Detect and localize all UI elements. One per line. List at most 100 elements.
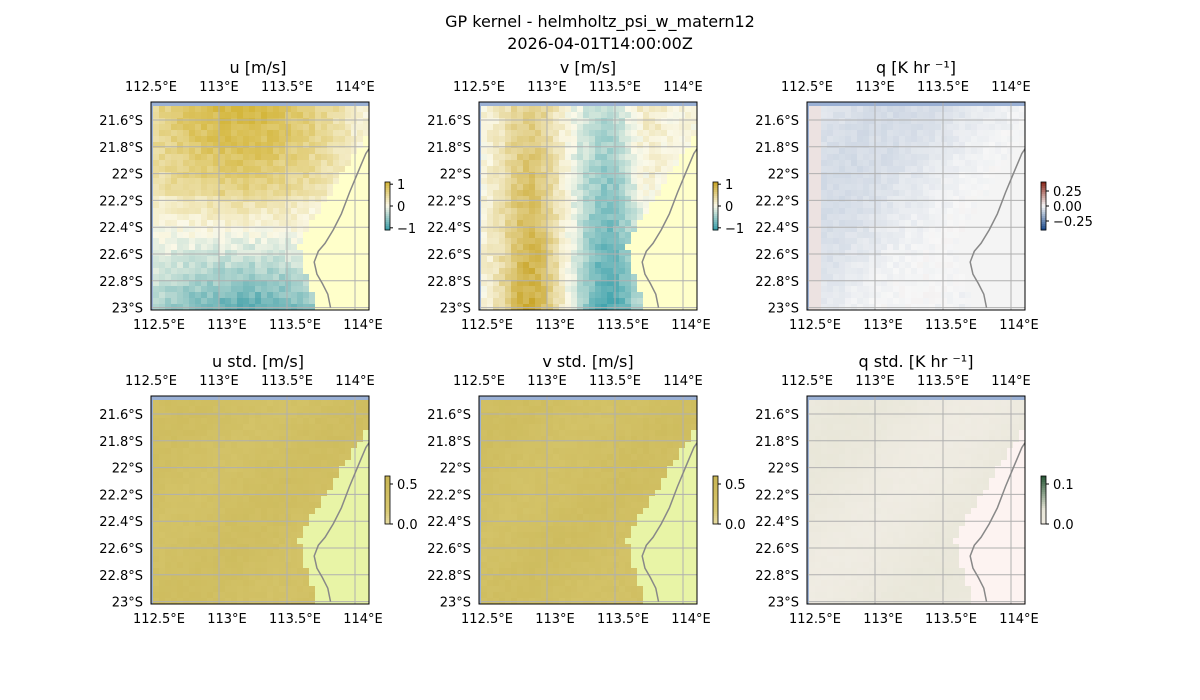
panel-5-field — [479, 396, 697, 604]
lat-tick-label: 22.8°S — [755, 275, 799, 290]
lon-tick-label-top: 113.5°E — [589, 374, 641, 389]
lon-tick-label-top: 112.5°E — [125, 374, 177, 389]
panel-1-field — [151, 102, 369, 310]
lon-tick-label-bottom: 112.5°E — [461, 612, 513, 627]
lon-tick-label-bottom: 112.5°E — [789, 318, 841, 333]
lon-tick-label-bottom: 113°E — [207, 318, 247, 333]
lat-tick-label: 22.8°S — [755, 569, 799, 584]
axes-frame — [806, 101, 1026, 311]
lat-tick-label: 22.4°S — [755, 221, 799, 236]
lon-tick-label-top: 114°E — [991, 374, 1031, 389]
lon-tick-label-top: 114°E — [663, 80, 703, 95]
colorbar: 0.1 0.0 — [1040, 475, 1074, 533]
lon-tick-label-bottom: 112.5°E — [133, 318, 185, 333]
coastline — [641, 441, 697, 602]
colorbar: 1 0 −1 — [384, 178, 416, 237]
lon-tick-label-bottom: 113.5°E — [597, 318, 649, 333]
lon-tick-label-bottom: 114°E — [343, 318, 383, 333]
lon-tick-label-bottom: 113.5°E — [269, 612, 321, 627]
lat-tick-label: 22.2°S — [427, 194, 471, 209]
colorbar-tick-label: 1 — [725, 178, 733, 193]
coastline — [641, 147, 697, 308]
lat-tick-label: 22.6°S — [427, 248, 471, 263]
colorbar-tick-label: 0.5 — [725, 478, 746, 493]
panel-title: u [m/s] — [229, 58, 286, 77]
lat-tick-label: 21.6°S — [99, 114, 143, 129]
panel-6-field — [807, 396, 1025, 604]
lon-tick-label-bottom: 113.5°E — [597, 612, 649, 627]
colorbar-tick-label: −0.25 — [1053, 215, 1093, 230]
panel-6: q std. [K hr ⁻¹] 112.5°E 112.5°E 113°E 113°E… — [755, 352, 1073, 627]
colorbar-tick-label: −1 — [725, 222, 744, 237]
panel-title: q std. [K hr ⁻¹] — [859, 352, 974, 371]
lat-tick-label: 22.4°S — [427, 221, 471, 236]
lon-tick-label-top: 114°E — [335, 374, 375, 389]
colorbar-tick-label: 0.00 — [1053, 200, 1082, 215]
lat-tick-label: 22°S — [768, 462, 799, 477]
panel-title: v std. [m/s] — [542, 352, 633, 371]
lon-tick-label-top: 112.5°E — [781, 374, 833, 389]
colorbar-tick-label: 0.0 — [1053, 518, 1074, 533]
lon-tick-label-top: 112.5°E — [453, 80, 505, 95]
lat-tick-label: 22.2°S — [755, 194, 799, 209]
colorbar: 0.5 0.0 — [712, 475, 746, 533]
lon-tick-label-bottom: 114°E — [671, 318, 711, 333]
lon-tick-label-top: 113°E — [855, 374, 895, 389]
lat-tick-label: 21.8°S — [99, 141, 143, 156]
lat-tick-label: 22.8°S — [99, 569, 143, 584]
lat-tick-label: 22°S — [440, 462, 471, 477]
lon-tick-label-top: 112.5°E — [453, 374, 505, 389]
lon-tick-label-top: 114°E — [335, 80, 375, 95]
lat-tick-label: 22°S — [112, 168, 143, 183]
lat-tick-label: 23°S — [768, 596, 799, 611]
lon-tick-label-bottom: 113°E — [207, 612, 247, 627]
lon-tick-label-top: 113°E — [855, 80, 895, 95]
lat-tick-label: 22.8°S — [427, 569, 471, 584]
colorbar-tick-label: 0.5 — [397, 478, 418, 493]
lat-tick-label: 22°S — [768, 168, 799, 183]
lat-tick-label: 22°S — [112, 462, 143, 477]
lon-tick-label-top: 113.5°E — [917, 80, 969, 95]
lon-tick-label-top: 113.5°E — [917, 374, 969, 389]
panel-3-field — [807, 102, 1025, 310]
lat-tick-label: 21.8°S — [755, 141, 799, 156]
lat-tick-label: 21.8°S — [427, 435, 471, 450]
lon-tick-label-top: 113°E — [199, 80, 239, 95]
lon-tick-label-top: 113°E — [527, 80, 567, 95]
lon-tick-label-bottom: 114°E — [343, 612, 383, 627]
lat-tick-label: 22.2°S — [99, 194, 143, 209]
lat-tick-label: 22.6°S — [755, 542, 799, 557]
lon-tick-label-bottom: 112.5°E — [789, 612, 841, 627]
axes-frame — [478, 101, 698, 311]
lon-tick-label-top: 113°E — [199, 374, 239, 389]
panel-title: v [m/s] — [560, 58, 616, 77]
lat-tick-label: 22.4°S — [755, 515, 799, 530]
lat-tick-label: 21.8°S — [427, 141, 471, 156]
lat-tick-label: 23°S — [112, 596, 143, 611]
colorbar: 0.250.00−0.25 — [1040, 181, 1093, 231]
lat-tick-label: 22.4°S — [99, 221, 143, 236]
lon-tick-label-top: 112.5°E — [125, 80, 177, 95]
coastline — [313, 441, 369, 602]
coastline — [969, 441, 1025, 602]
lat-tick-label: 22.6°S — [99, 248, 143, 263]
lat-tick-label: 21.6°S — [99, 408, 143, 423]
lon-tick-label-bottom: 113°E — [863, 318, 903, 333]
panel-1: u [m/s]112.5°E112.5°E113°E113°E113.5°E11… — [99, 58, 416, 333]
axes-frame — [478, 395, 698, 605]
lat-tick-label: 22.2°S — [755, 488, 799, 503]
lon-tick-label-top: 114°E — [663, 374, 703, 389]
lon-tick-label-bottom: 112.5°E — [461, 318, 513, 333]
axes-frame — [150, 101, 370, 311]
lon-tick-label-top: 114°E — [991, 80, 1031, 95]
colorbar-tick-label: 1 — [397, 178, 405, 193]
panel-4: u std. [m/s] 112.5°E 112.5°E 113°E 113°E 113.… — [99, 352, 417, 627]
lat-tick-label: 22.8°S — [99, 275, 143, 290]
lon-tick-label-bottom: 112.5°E — [133, 612, 185, 627]
lat-tick-label: 23°S — [440, 302, 471, 317]
panel-3: q [K hr ⁻¹] 112.5°E 112.5°E 113°E 113°E 113.5… — [755, 58, 1093, 333]
lat-tick-label: 22.4°S — [427, 515, 471, 530]
lat-tick-label: 21.6°S — [755, 408, 799, 423]
lon-tick-label-bottom: 114°E — [671, 612, 711, 627]
